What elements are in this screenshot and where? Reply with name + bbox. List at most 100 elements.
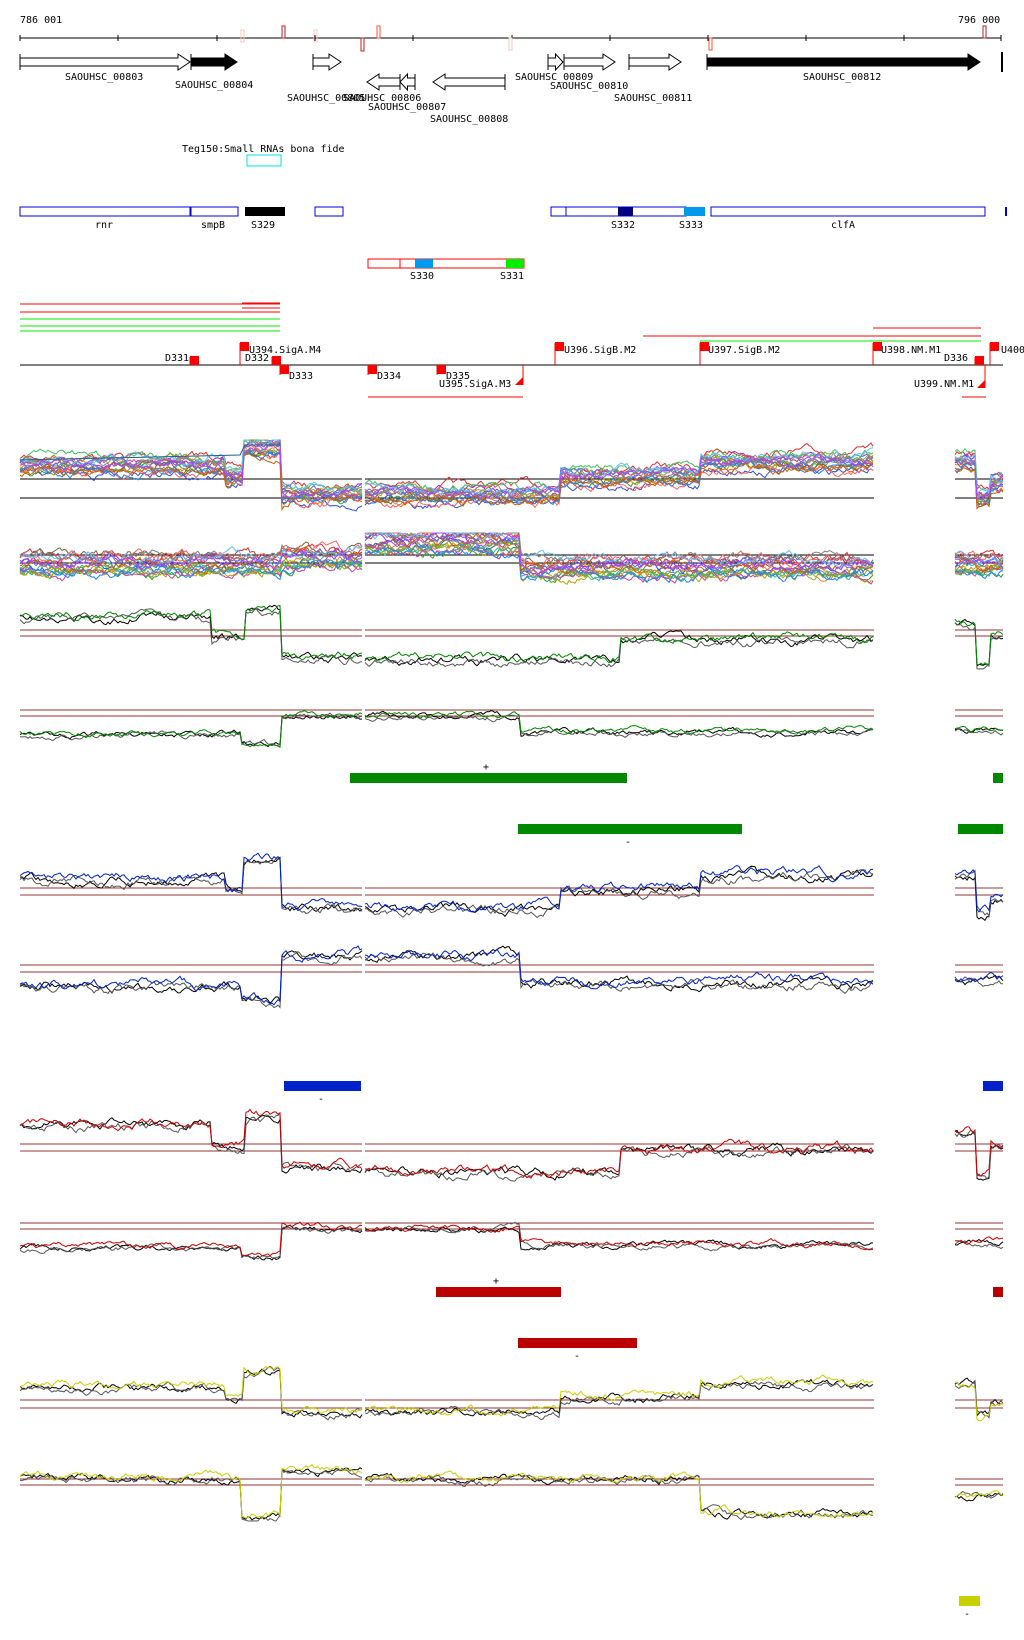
gene-label[interactable]: SAOUHSC_00805 [287, 93, 365, 104]
expression-trace [954, 869, 1004, 917]
annotation-label[interactable]: D334 [377, 371, 401, 382]
gene-label[interactable]: SAOUHSC_00809 [515, 72, 593, 83]
expression-trace [364, 447, 874, 497]
gene-label[interactable]: SAOUHSC_00804 [175, 80, 253, 91]
expression-trace [19, 1467, 363, 1522]
annotation-label[interactable]: U394.SigA.M4 [249, 345, 321, 356]
gene-label[interactable]: SAOUHSC_00808 [430, 114, 508, 125]
expression-trace [364, 453, 874, 499]
gene-label[interactable]: SAOUHSC_00806 [343, 93, 421, 104]
annotation-label[interactable]: U396.SigB.M2 [564, 345, 636, 356]
expression-trace [19, 858, 363, 914]
expression-trace [364, 1470, 874, 1518]
expression-trace [364, 630, 874, 667]
expression-trace [19, 562, 363, 582]
ruler-start-label: 786 001 [20, 15, 62, 26]
red-plus-bar[interactable] [436, 1287, 561, 1297]
annotation-label[interactable]: D335 [446, 371, 470, 382]
feature-S329[interactable] [245, 207, 285, 216]
expression-trace [364, 532, 874, 573]
annotation-label[interactable]: D333 [289, 371, 313, 382]
annotation-label[interactable]: U395.SigA.M3 [439, 379, 511, 390]
yellow-minus-bar[interactable] [959, 1596, 980, 1606]
expression-trace [954, 1490, 1004, 1499]
expression-trace [954, 1379, 1004, 1419]
expression-trace [954, 559, 1004, 568]
feature-clfA[interactable] [710, 206, 986, 217]
expression-trace [954, 1129, 1004, 1181]
feature-S332[interactable] [618, 207, 633, 216]
gene-label[interactable]: SAOUHSC_00812 [803, 72, 881, 83]
expression-trace [364, 1224, 874, 1251]
feature-rnr[interactable] [19, 206, 191, 217]
feature-S331[interactable] [506, 259, 524, 268]
gene-arrow [432, 73, 506, 91]
yellow-minus-label: - [964, 1609, 970, 1620]
expression-trace [954, 622, 1004, 670]
expression-trace [954, 562, 1004, 575]
expression-trace [364, 713, 874, 739]
blue-minus-bar-right[interactable] [983, 1081, 1003, 1091]
blue-minus-bar[interactable] [284, 1081, 361, 1091]
green-plus-bar[interactable] [350, 773, 627, 783]
gene-label[interactable]: SAOUHSC_00803 [65, 72, 143, 83]
expression-trace [364, 710, 874, 735]
green-minus-bar-right[interactable] [958, 824, 1003, 834]
annotation-flag [368, 365, 377, 374]
expression-trace [19, 945, 363, 1006]
feature-label: S332 [611, 220, 635, 231]
expression-trace [19, 447, 363, 509]
annotation-flag [700, 342, 709, 351]
feature-box[interactable] [550, 206, 567, 217]
expression-tracks [19, 439, 1004, 1522]
expression-trace [19, 1365, 363, 1421]
feature-label: S333 [679, 220, 703, 231]
expression-trace [954, 618, 1004, 666]
gene-label[interactable]: SAOUHSC_00810 [550, 81, 628, 92]
expression-trace [954, 569, 1004, 580]
annotation-label[interactable]: D331 [165, 353, 189, 364]
red-plus-bar-right[interactable] [993, 1287, 1003, 1297]
expression-trace [954, 562, 1004, 577]
feature-box[interactable] [367, 258, 401, 269]
green-minus-bar[interactable] [518, 824, 742, 834]
feature-label: rnr [95, 220, 113, 231]
red-minus-bar[interactable] [518, 1338, 637, 1348]
feature-smpB[interactable] [190, 206, 239, 217]
feature-label: S329 [251, 220, 275, 231]
annotation-flag [240, 342, 249, 351]
green-plus-label: + [483, 762, 489, 773]
annotation-label[interactable]: U398.NM.M1 [881, 345, 941, 356]
green-minus-label: - [625, 837, 631, 848]
expression-trace [954, 875, 1004, 922]
annotation-label[interactable]: U399.NM.M1 [914, 379, 974, 390]
gene-label[interactable]: SAOUHSC_00811 [614, 93, 692, 104]
feature-S330[interactable] [415, 259, 433, 268]
green-plus-bar-right[interactable] [993, 773, 1003, 783]
expression-trace [19, 540, 363, 566]
annotation-label[interactable]: D332 [245, 353, 269, 364]
annotation-label[interactable]: U400 [1001, 345, 1024, 356]
expression-trace [954, 1490, 1004, 1499]
expression-trace [364, 1374, 874, 1417]
annotation-label[interactable]: U397.SigB.M2 [708, 345, 780, 356]
expression-trace [19, 852, 363, 912]
expression-trace [364, 1221, 874, 1252]
feature-box[interactable] [314, 206, 344, 217]
small-rna-label: Teg150:Small RNAs bona fide [182, 144, 345, 155]
gene-track: SAOUHSC_00803 SAOUHSC_00804 SAOUHSC_0080… [19, 52, 1003, 125]
feature-S333[interactable] [684, 207, 705, 216]
feature-label: smpB [201, 220, 225, 231]
expression-trace [364, 532, 874, 575]
red-plus-label: + [493, 1276, 499, 1287]
expression-trace [364, 635, 874, 668]
small-rna-feature[interactable] [246, 154, 282, 167]
expression-trace [19, 1366, 363, 1415]
expression-trace [365, 532, 874, 569]
gene-arrow [399, 72, 416, 92]
annotation-label[interactable]: D336 [944, 353, 968, 364]
expression-trace [19, 1368, 363, 1419]
gene-label[interactable]: SAOUHSC_00807 [368, 102, 446, 113]
gene-arrow [366, 73, 401, 91]
expression-trace [19, 450, 363, 511]
